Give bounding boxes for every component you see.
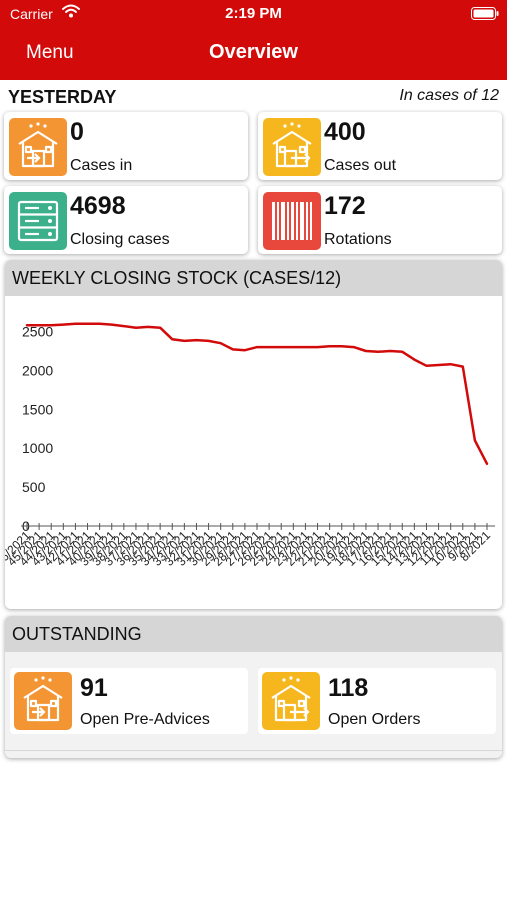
tile-cases-out[interactable]: 400 Cases out (258, 112, 502, 180)
cases-out-value: 400 (324, 118, 366, 146)
wifi-icon (62, 4, 80, 23)
page-title: Overview (209, 41, 298, 63)
y-tick-label: 1000 (22, 440, 53, 456)
battery-icon (471, 7, 499, 25)
cases-in-value: 0 (70, 118, 84, 146)
y-tick-label: 2500 (22, 324, 53, 340)
barcode-icon (263, 192, 321, 250)
y-tick-label: 2000 (22, 362, 53, 378)
series-line (25, 322, 489, 466)
chart-card-header: WEEKLY CLOSING STOCK (CASES/12) (5, 260, 502, 296)
tile-closing-cases[interactable]: 4698 Closing cases (4, 186, 248, 254)
tile-open-pre-advices[interactable]: 91 Open Pre-Advices (10, 668, 248, 734)
outstanding-card-header: OUTSTANDING (5, 616, 502, 652)
closing-cases-label: Closing cases (70, 231, 170, 248)
navigation-bar: Carrier 2:19 PM Menu Overview (0, 0, 507, 80)
outstanding-card: OUTSTANDING 91 Open Pre-Advices (5, 616, 502, 758)
warehouse-in-icon (14, 672, 72, 730)
clock: 2:19 PM (225, 5, 282, 22)
warehouse-in-icon (9, 118, 67, 176)
tile-cases-in[interactable]: 0 Cases in (4, 112, 248, 180)
y-tick-label: 500 (22, 479, 46, 495)
open-pre-advices-value: 91 (80, 674, 108, 702)
tile-open-orders[interactable]: 118 Open Orders (258, 668, 496, 734)
weekly-stock-card: WEEKLY CLOSING STOCK (CASES/12) 0 500 1000… (5, 260, 502, 609)
rotations-label: Rotations (324, 231, 392, 248)
y-tick-label: 1500 (22, 401, 53, 417)
storage-rack-icon (9, 192, 67, 250)
carrier-label: Carrier (10, 6, 53, 22)
divider (5, 750, 502, 751)
open-orders-value: 118 (328, 674, 369, 702)
open-orders-label: Open Orders (328, 711, 421, 728)
chart-title: WEEKLY CLOSING STOCK (CASES/12) (12, 268, 342, 288)
warehouse-out-icon (263, 118, 321, 176)
menu-button[interactable]: Menu (26, 42, 74, 63)
warehouse-out-icon (262, 672, 320, 730)
cases-out-label: Cases out (324, 157, 397, 174)
open-pre-advices-label: Open Pre-Advices (80, 711, 210, 728)
closing-cases-value: 4698 (70, 192, 126, 220)
section-title-outstanding: OUTSTANDING (12, 624, 142, 644)
weekly-stock-chart: 0500100015002000250046/202145/202144/202… (5, 322, 495, 569)
rotations-value: 172 (324, 192, 366, 220)
units-note: In cases of 12 (399, 87, 499, 104)
section-title-yesterday: YESTERDAY (8, 87, 117, 107)
cases-in-label: Cases in (70, 157, 133, 174)
tile-rotations[interactable]: 172 Rotations (258, 186, 502, 254)
